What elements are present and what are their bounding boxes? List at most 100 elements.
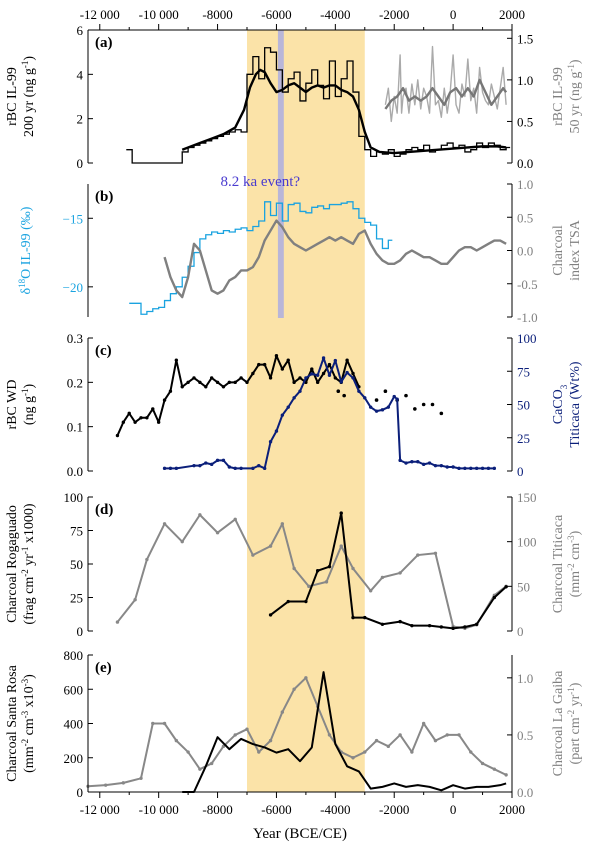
right-y-axis-label: 50 yr (ng g-1)	[566, 59, 583, 133]
series-marker	[198, 767, 202, 771]
series-marker	[233, 517, 237, 522]
series-marker	[304, 599, 308, 604]
series-marker	[439, 625, 444, 629]
series-marker	[186, 380, 190, 385]
panel-label: (e)	[95, 660, 112, 676]
series-marker	[251, 371, 255, 376]
series-marker	[474, 622, 479, 626]
series-marker	[310, 372, 314, 376]
series-marker	[151, 407, 155, 411]
series-marker	[292, 396, 296, 400]
series-marker	[280, 522, 285, 526]
left-y-axis-label: (ng g-1)	[20, 384, 37, 426]
right-y-tick-label: 75	[517, 364, 530, 379]
series-dot	[439, 411, 444, 416]
series-marker	[410, 459, 414, 464]
series-marker	[280, 413, 285, 417]
series-line	[384, 78, 508, 110]
series-marker	[363, 750, 367, 754]
series-marker	[324, 580, 329, 584]
x-axis-label: Year (BCE/CE)	[253, 826, 347, 842]
series-marker	[421, 721, 426, 726]
right-y-tick-label: -1.0	[517, 310, 538, 325]
series-marker	[421, 462, 426, 467]
series-marker	[286, 405, 290, 409]
left-y-tick-label: 25	[70, 591, 83, 606]
top-x-tick-label: 2000	[499, 7, 525, 22]
series-dot	[374, 398, 379, 402]
series-marker	[486, 466, 491, 471]
series-marker	[251, 553, 255, 557]
series-marker	[315, 373, 320, 377]
left-y-tick-label: 100	[64, 490, 84, 505]
series-marker	[368, 589, 373, 593]
right-y-tick-label: 0.5	[517, 114, 533, 129]
series-marker	[386, 405, 391, 409]
series-marker	[333, 358, 338, 363]
series-marker	[245, 727, 249, 731]
series-marker	[492, 466, 497, 471]
bottom-x-tick-label: -2000	[379, 802, 409, 817]
series-line	[384, 45, 507, 123]
series-marker	[315, 380, 320, 385]
left-y-tick-label: 0.3	[67, 331, 83, 346]
series-marker	[292, 566, 296, 571]
series-marker	[445, 465, 449, 469]
series-marker	[310, 367, 314, 371]
bottom-x-tick-label: -10 000	[139, 802, 179, 817]
series-marker	[257, 750, 261, 754]
left-y-tick-label: 0.0	[67, 464, 83, 479]
series-marker	[327, 373, 332, 377]
series-marker	[298, 389, 302, 393]
right-y-axis-label: index TSA	[568, 219, 583, 281]
bottom-x-tick-label: -12 000	[80, 802, 120, 817]
series-step-line	[126, 47, 511, 164]
event-label: 8.2 ka event?	[221, 174, 301, 190]
right-y-tick-label: 1.5	[517, 31, 533, 46]
series-marker	[174, 466, 179, 471]
series-marker	[186, 750, 190, 754]
left-y-tick-label: 800	[64, 648, 84, 663]
left-y-axis-label: (frag cm-2 yr-1 x1000)	[20, 503, 37, 624]
left-y-tick-label: 2	[77, 112, 84, 127]
right-y-tick-label: 50	[517, 398, 530, 413]
series-marker	[351, 756, 355, 760]
series-marker	[339, 380, 343, 384]
series-marker	[292, 380, 296, 385]
series-marker	[357, 389, 361, 393]
series-marker	[221, 458, 226, 463]
right-y-axis-label: CaCO3	[551, 384, 569, 424]
left-y-axis-label: δ18O IL-99 (‰)	[17, 206, 34, 294]
series-marker	[233, 733, 237, 737]
bottom-x-tick-label: 0	[450, 802, 457, 817]
right-y-axis-label: rBC IL-99	[551, 67, 566, 126]
series-marker	[162, 522, 167, 526]
series-marker	[257, 362, 261, 367]
series-step-line	[129, 201, 393, 315]
right-y-tick-label: 0.0	[517, 156, 533, 171]
series-marker	[198, 513, 202, 517]
series-marker	[162, 721, 167, 726]
series-dot	[404, 393, 408, 398]
right-y-tick-label: 0.0	[517, 785, 533, 800]
series-marker	[139, 416, 143, 420]
series-marker	[204, 461, 208, 465]
series-marker	[504, 585, 508, 589]
top-x-tick-label: -8000	[202, 7, 232, 22]
left-y-axis-label: rBC WD	[5, 380, 20, 430]
series-marker	[492, 595, 497, 600]
left-y-axis-label: 200 yr (ng g-1)	[20, 56, 37, 137]
series-marker	[245, 380, 249, 385]
right-y-tick-label: 150	[517, 490, 537, 505]
series-dot	[342, 393, 346, 398]
series-dot	[383, 389, 388, 394]
series-marker	[398, 458, 402, 463]
series-marker	[315, 569, 320, 573]
series-marker	[268, 376, 273, 380]
series-marker	[398, 733, 402, 737]
series-marker	[298, 376, 302, 380]
series-marker	[227, 465, 232, 469]
series-marker	[351, 615, 355, 620]
series-marker	[215, 380, 220, 385]
